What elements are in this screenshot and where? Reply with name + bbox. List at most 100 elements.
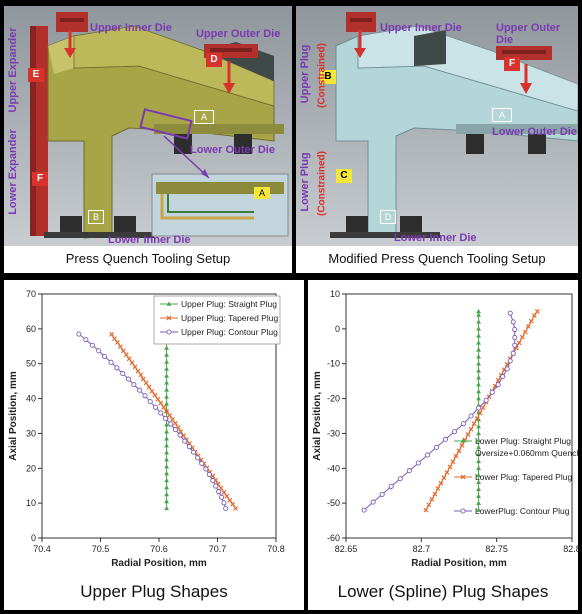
- panel-press-quench: E D F A A B Upper Inner Die Upper Outer …: [4, 6, 292, 273]
- data-point: [164, 484, 170, 490]
- data-point: [426, 502, 432, 508]
- data-point: [429, 496, 435, 502]
- data-point: [435, 486, 441, 491]
- legend-marker: [166, 301, 172, 306]
- data-point: [170, 417, 175, 422]
- data-point: [131, 382, 137, 388]
- data-point: [164, 401, 170, 406]
- legend-label: Upper Plug: Contour Plug: [181, 327, 278, 337]
- upper-plug-chart: 70.4 70.5 70.6 70.7 70.8 0 10 20 30 40 50 60 70 Radia…: [8, 289, 285, 569]
- data-point: [489, 389, 495, 395]
- data-point: [155, 396, 161, 402]
- data-point: [164, 373, 170, 378]
- data-point: [152, 392, 158, 398]
- label-upper-constrained: (Constrained): [316, 43, 328, 108]
- data-point: [476, 395, 481, 401]
- data-point: [168, 421, 174, 427]
- data-point: [441, 475, 447, 481]
- legend-marker: [460, 438, 466, 443]
- data-point: [203, 466, 209, 472]
- legend-label: Lower Plug: Straight Plug: [475, 436, 571, 446]
- data-point: [172, 427, 178, 433]
- data-point: [361, 507, 367, 513]
- force-marker-f: F: [504, 57, 520, 71]
- data-point: [512, 342, 518, 348]
- label-upper-outer-die: Upper Outer Die: [196, 28, 281, 40]
- data-point: [444, 470, 450, 475]
- data-point: [504, 366, 510, 372]
- label-lower-expander: Lower Expander: [7, 129, 19, 215]
- data-point: [164, 409, 170, 414]
- data-point: [460, 421, 467, 427]
- panel-upper-plug-chart: 70.4 70.5 70.6 70.7 70.8 0 10 20 30 40 50 60 70 Radia…: [4, 280, 304, 610]
- data-point: [164, 456, 170, 462]
- data-point: [164, 345, 170, 350]
- y-tick-label: 60: [26, 324, 36, 334]
- data-point: [510, 350, 516, 356]
- data-point: [453, 453, 459, 459]
- data-point: [424, 452, 430, 458]
- data-point: [177, 432, 183, 438]
- y-tick-label: -50: [327, 498, 340, 508]
- data-point: [476, 444, 481, 450]
- data-point: [447, 464, 453, 470]
- tag-a: A: [194, 110, 214, 124]
- data-point: [164, 463, 170, 469]
- y-tick-label: -40: [327, 463, 340, 473]
- tag-a: A: [492, 108, 512, 122]
- y-tick-label: 10: [330, 289, 340, 299]
- data-point: [164, 491, 170, 497]
- data-point: [89, 342, 95, 348]
- data-point: [164, 359, 170, 364]
- legend: Upper Plug: Straight Plug Upper Plug: Tap…: [153, 295, 281, 345]
- data-point: [476, 405, 482, 411]
- y-tick-label: 40: [26, 394, 36, 404]
- data-point: [164, 477, 170, 483]
- legend-label: Upper Plug: Straight Plug: [181, 299, 277, 309]
- data-point: [433, 444, 439, 450]
- data-point: [415, 460, 421, 466]
- data-point: [534, 309, 540, 314]
- data-point: [161, 404, 167, 410]
- data-point: [476, 507, 481, 512]
- data-point: [476, 333, 481, 338]
- data-point: [476, 375, 481, 380]
- force-marker-d: D: [206, 53, 222, 67]
- data-point: [158, 410, 164, 416]
- data-point: [432, 491, 438, 497]
- x-axis-label: Radial Position, mm: [111, 558, 207, 569]
- panel-modified-press-quench: B C F A D Upper Inner Die Upper Outer Di…: [296, 6, 578, 273]
- series-0: [164, 331, 170, 511]
- data-point: [510, 319, 516, 325]
- y-axis-label: Axial Position, mm: [312, 371, 323, 461]
- data-point: [219, 494, 225, 500]
- data-point: [221, 489, 227, 495]
- legend-label: Upper Plug: Tapered Plug: [181, 313, 278, 323]
- lower-plug-chart: 82.65 82.7 82.75 82.8 -60 -50 -40 -30 -20 -10 0 10 R…: [312, 289, 578, 569]
- data-point: [476, 500, 481, 505]
- data-point: [465, 432, 471, 437]
- y-tick-label: 20: [26, 463, 36, 473]
- data-point: [476, 319, 481, 324]
- data-point: [476, 361, 481, 366]
- data-point: [480, 405, 486, 411]
- data-point: [140, 376, 146, 382]
- data-point: [186, 444, 192, 450]
- data-point: [483, 397, 489, 403]
- legend-label: LowerPlug: Contour Plug: [475, 506, 570, 516]
- label-lower-plug: Lower Plug: [299, 152, 311, 212]
- y-tick-label: 30: [26, 428, 36, 438]
- label-upper-outer-die: Upper Outer Die: [496, 22, 561, 46]
- label-upper-inner-die: Upper Inner Die: [90, 22, 172, 34]
- data-point: [477, 410, 483, 416]
- x-axis-label: Radial Position, mm: [411, 558, 507, 569]
- data-point: [83, 337, 89, 343]
- x-tick-label: 82.65: [335, 544, 358, 554]
- data-point: [476, 326, 481, 331]
- label-upper-plug: Upper Plug: [299, 44, 311, 104]
- press-quench-illustration: [4, 6, 292, 246]
- data-point: [162, 415, 168, 421]
- label-lower-constrained: (Constrained): [316, 151, 328, 216]
- data-point: [164, 352, 170, 357]
- legend-marker: [460, 508, 466, 514]
